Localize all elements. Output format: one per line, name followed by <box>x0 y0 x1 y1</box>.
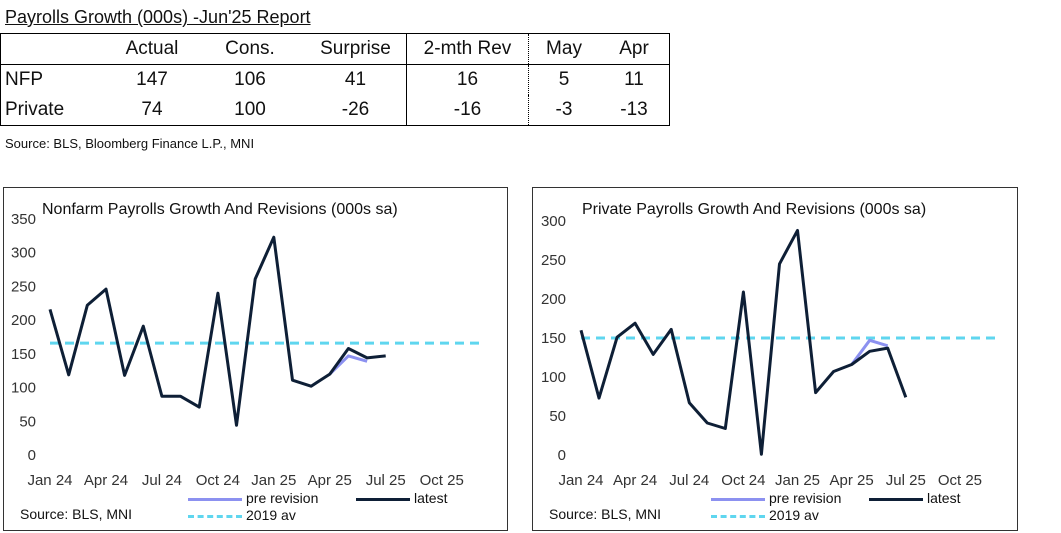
legend-label: 2019 av <box>246 507 296 523</box>
table-source: Source: BLS, Bloomberg Finance L.P., MNI <box>5 136 255 151</box>
x-tick-label: Apr 24 <box>613 472 657 489</box>
header-cell <box>0 33 109 65</box>
legend-label: pre revision <box>769 490 842 506</box>
nfp-chart-title: Nonfarm Payrolls Growth And Revisions (0… <box>42 201 398 218</box>
avg-swatch <box>188 515 242 518</box>
table-cell: -3 <box>528 95 599 126</box>
x-tick-label: Jan 25 <box>251 472 296 489</box>
nfp-chart-panel: 0 50 100 150 200 250 300 350 Jan 24 Apr 24 Jul 24 O… <box>3 187 508 531</box>
x-tick-label: Apr 25 <box>308 472 352 489</box>
y-tick-label: 50 <box>19 413 36 430</box>
legend-label: latest <box>927 490 961 506</box>
header-cell: Cons. <box>195 33 305 65</box>
nfp-chart-source: Source: BLS, MNI <box>20 506 133 522</box>
private-legend: pre revision latest 2019 av <box>711 490 1011 524</box>
table-cell: NFP <box>0 64 109 95</box>
nfp-chart: 0 50 100 150 200 250 300 350 Jan 24 Apr 24 Jul 24 O… <box>11 211 479 489</box>
header-cell: 2-mth Rev <box>406 33 529 65</box>
x-tick-label: Jan 24 <box>27 472 72 489</box>
pre-revision-swatch <box>188 498 242 501</box>
table-cell: 5 <box>558 69 570 90</box>
table-cell: 41 <box>305 64 407 95</box>
x-tick-label: Jul 24 <box>142 472 182 489</box>
y-tick-label: 200 <box>541 291 566 308</box>
payrolls-table: Actual Cons. Surprise 2-mth Rev May Apr … <box>0 33 670 126</box>
header-cell: Actual <box>109 33 195 65</box>
x-tick-label: Apr 24 <box>84 472 128 489</box>
y-tick-label: 0 <box>28 447 36 464</box>
table-cell: -13 <box>599 95 670 126</box>
x-tick-label: Jul 25 <box>366 472 406 489</box>
x-tick-label: Oct 25 <box>420 472 464 489</box>
y-tick-label: 350 <box>11 211 36 228</box>
private-chart-title: Private Payrolls Growth And Revisions (0… <box>582 201 927 218</box>
private-chart: 0 50 100 150 200 250 300 Jan 24 Apr 24 Jul 24 Oct … <box>541 213 996 489</box>
y-tick-label: 300 <box>541 213 566 230</box>
table-cell: 11 <box>599 64 670 95</box>
private-chart-panel: 0 50 100 150 200 250 300 Jan 24 Apr 24 Jul 24 Oct … <box>532 187 1018 531</box>
y-tick-label: 50 <box>549 408 566 425</box>
y-tick-label: 150 <box>541 330 566 347</box>
table-cell: -26 <box>305 95 407 126</box>
y-tick-label: 250 <box>11 278 36 295</box>
table-header-row: Actual Cons. Surprise 2-mth Rev May Apr <box>0 33 670 65</box>
x-tick-label: Oct 24 <box>721 472 765 489</box>
pre-revision-line <box>850 338 889 366</box>
x-tick-label: Jul 25 <box>886 472 926 489</box>
x-tick-label: Apr 25 <box>830 472 874 489</box>
header-cell: May <box>528 33 599 65</box>
x-tick-label: Jan 25 <box>775 472 820 489</box>
table-cell: 147 <box>136 69 168 90</box>
header-cell: Apr <box>599 33 670 65</box>
x-tick-label: Oct 24 <box>196 472 240 489</box>
y-tick-label: 100 <box>11 380 36 397</box>
header-cell: Surprise <box>305 33 407 65</box>
legend-label: pre revision <box>246 490 319 506</box>
latest-line <box>579 228 908 456</box>
latest-swatch <box>869 498 923 501</box>
avg-swatch <box>711 515 765 518</box>
x-tick-label: Jul 24 <box>669 472 709 489</box>
pre-revision-swatch <box>711 498 765 501</box>
y-tick-label: 200 <box>11 312 36 329</box>
table-row: NFP 147 106 41 16 5 11 <box>0 64 670 95</box>
report-title: Payrolls Growth (000s) -Jun'25 Report <box>5 7 311 27</box>
y-tick-label: 150 <box>11 346 36 363</box>
latest-swatch <box>356 498 410 501</box>
table-cell: 16 <box>406 64 529 95</box>
legend-label: 2019 av <box>769 507 819 523</box>
table-cell: 106 <box>234 69 266 90</box>
y-tick-label: 300 <box>11 245 36 262</box>
legend-label: latest <box>414 490 448 506</box>
table-cell: Private <box>0 95 109 126</box>
x-tick-label: Oct 25 <box>938 472 982 489</box>
nfp-legend: pre revision latest 2019 av <box>188 490 488 524</box>
latest-line <box>48 235 386 427</box>
table-cell: 74 <box>109 95 195 126</box>
table-cell: -16 <box>406 95 529 126</box>
y-tick-label: 100 <box>541 369 566 386</box>
x-tick-label: Jan 24 <box>558 472 603 489</box>
y-tick-label: 0 <box>558 447 566 464</box>
table-row: Private 74 100 -26 -16 -3 -13 <box>0 95 670 126</box>
table-cell: 100 <box>195 95 305 126</box>
private-chart-source: Source: BLS, MNI <box>549 506 662 522</box>
y-tick-label: 250 <box>541 252 566 269</box>
